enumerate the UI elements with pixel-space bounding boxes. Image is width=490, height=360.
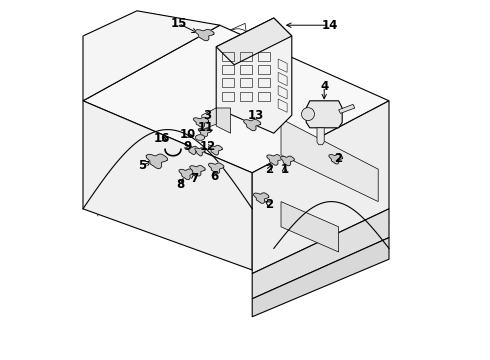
Polygon shape	[306, 101, 342, 128]
Polygon shape	[253, 193, 269, 203]
Text: 6: 6	[210, 170, 219, 183]
Polygon shape	[281, 202, 339, 252]
Text: 16: 16	[154, 132, 171, 145]
Polygon shape	[281, 119, 378, 202]
Text: 15: 15	[170, 17, 187, 30]
Text: 5: 5	[138, 159, 147, 172]
Polygon shape	[146, 154, 168, 168]
Text: 4: 4	[320, 80, 328, 93]
Text: 13: 13	[247, 109, 264, 122]
Polygon shape	[202, 108, 216, 130]
Polygon shape	[281, 156, 294, 166]
Polygon shape	[179, 169, 195, 180]
Polygon shape	[252, 209, 389, 299]
Polygon shape	[209, 163, 224, 174]
Polygon shape	[83, 11, 220, 101]
Polygon shape	[187, 147, 199, 154]
Text: 7: 7	[190, 172, 198, 185]
Text: 2: 2	[335, 152, 343, 165]
Polygon shape	[196, 30, 214, 41]
Polygon shape	[252, 101, 389, 274]
Polygon shape	[83, 25, 389, 173]
Polygon shape	[198, 129, 211, 136]
Text: 10: 10	[179, 129, 196, 141]
Text: 3: 3	[203, 109, 211, 122]
Polygon shape	[196, 135, 205, 140]
Polygon shape	[195, 148, 205, 156]
Polygon shape	[267, 155, 282, 165]
Polygon shape	[83, 101, 252, 270]
Circle shape	[301, 108, 315, 121]
Text: 14: 14	[321, 19, 338, 32]
Polygon shape	[252, 238, 389, 317]
Text: 9: 9	[183, 140, 192, 153]
Polygon shape	[216, 18, 292, 65]
Polygon shape	[216, 18, 292, 133]
Polygon shape	[329, 154, 343, 164]
Polygon shape	[216, 108, 231, 133]
Polygon shape	[190, 166, 205, 176]
Text: 2: 2	[266, 198, 273, 211]
Polygon shape	[244, 120, 261, 131]
Polygon shape	[194, 118, 209, 127]
Polygon shape	[317, 128, 324, 145]
Polygon shape	[339, 104, 355, 113]
Polygon shape	[209, 145, 222, 155]
Text: 1: 1	[281, 163, 289, 176]
Text: 2: 2	[266, 163, 273, 176]
Text: 11: 11	[197, 121, 214, 134]
Text: 12: 12	[200, 140, 217, 153]
Text: 8: 8	[176, 178, 184, 191]
